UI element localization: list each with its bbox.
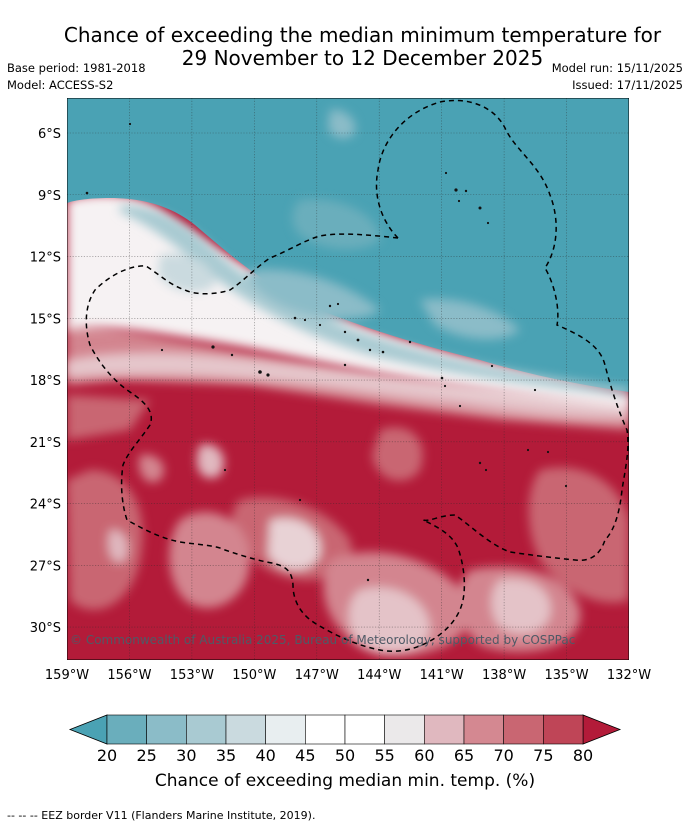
colorbar-tick: 30 (176, 746, 196, 765)
colorbar-swatch (186, 714, 227, 745)
colorbar (68, 714, 622, 745)
colorbar-swatch (265, 714, 306, 745)
meta-right: Model run: 15/11/2025 Issued: 17/11/2025 (552, 60, 683, 94)
lat-tick-label: 12°S (30, 251, 61, 266)
colorbar-tick: 35 (216, 746, 236, 765)
colorbar-tick: 55 (374, 746, 394, 765)
colorbar-tick-labels: 20 25 30 35 40 45 50 55 60 65 70 75 80 (97, 746, 593, 765)
title-line-2: 29 November to 12 December 2025 (181, 46, 544, 70)
probability-field (67, 98, 629, 660)
lat-tick-label: 9°S (38, 189, 61, 204)
lon-tick-label: 159°W (45, 668, 89, 683)
lon-tick-label: 135°W (544, 668, 588, 683)
longitude-labels: 159°W 156°W 153°W 150°W 147°W 144°W 141°W 138°W… (45, 668, 651, 683)
colorbar-swatch (424, 714, 465, 745)
colorbar-tick: 80 (573, 746, 593, 765)
colorbar-low-arrow (68, 714, 108, 745)
colorbar-tick: 75 (533, 746, 553, 765)
lon-tick-label: 144°W (357, 668, 401, 683)
colorbar-tick: 45 (295, 746, 315, 765)
colorbar-swatch (106, 714, 147, 745)
lon-tick-label: 156°W (107, 668, 151, 683)
eez-legend-footer: -- -- -- EEZ border V11 (Flanders Marine… (7, 809, 316, 822)
meta-left: Base period: 1981-2018 Model: ACCESS-S2 (7, 60, 146, 94)
lon-tick-label: 150°W (232, 668, 276, 683)
colorbar-tick: 50 (335, 746, 355, 765)
colorbar-swatch (503, 714, 544, 745)
base-period: Base period: 1981-2018 (7, 61, 146, 75)
lat-tick-label: 6°S (38, 127, 61, 142)
title-line-1: Chance of exceeding the median minimum t… (63, 23, 662, 47)
lat-tick-label: 27°S (30, 559, 61, 574)
map-title: Chance of exceeding the median minimum t… (0, 24, 690, 70)
graticule (67, 98, 629, 660)
latitude-labels: 6°S 9°S 12°S 15°S 18°S 21°S 24°S 27°S 30°S (30, 127, 61, 636)
colorbar-tick: 40 (255, 746, 275, 765)
lat-tick-label: 24°S (30, 498, 61, 513)
lat-tick-label: 30°S (30, 621, 61, 636)
lon-tick-label: 132°W (607, 668, 651, 683)
colorbar-swatch (543, 714, 584, 745)
issued-date: Issued: 17/11/2025 (572, 78, 683, 92)
colorbar-tick: 25 (136, 746, 156, 765)
colorbar-swatch (146, 714, 187, 745)
lon-tick-label: 138°W (482, 668, 526, 683)
colorbar-tick: 20 (97, 746, 117, 765)
colorbar-swatch (463, 714, 504, 745)
eez-borders (85, 99, 629, 652)
colorbar-swatch (225, 714, 266, 745)
colorbar-swatch (305, 714, 346, 745)
model-run: Model run: 15/11/2025 (551, 61, 683, 75)
lat-tick-label: 15°S (30, 312, 61, 327)
colorbar-tick: 60 (414, 746, 434, 765)
colorbar-tick: 65 (454, 746, 474, 765)
colorbar-swatch (344, 714, 385, 745)
colorbar-swatch (384, 714, 425, 745)
lon-tick-label: 153°W (170, 668, 214, 683)
lat-tick-label: 18°S (30, 374, 61, 389)
colorbar-high-arrow (582, 714, 622, 745)
lon-tick-label: 147°W (295, 668, 339, 683)
colorbar-tick: 70 (493, 746, 513, 765)
lat-tick-label: 21°S (30, 436, 61, 451)
islands (85, 122, 568, 582)
colorbar-label: Chance of exceeding median min. temp. (%… (154, 771, 536, 791)
lon-tick-label: 141°W (420, 668, 464, 683)
model-name: Model: ACCESS-S2 (7, 78, 114, 92)
copyright-credit: © Commonwealth of Australia 2025, Bureau… (70, 633, 576, 647)
